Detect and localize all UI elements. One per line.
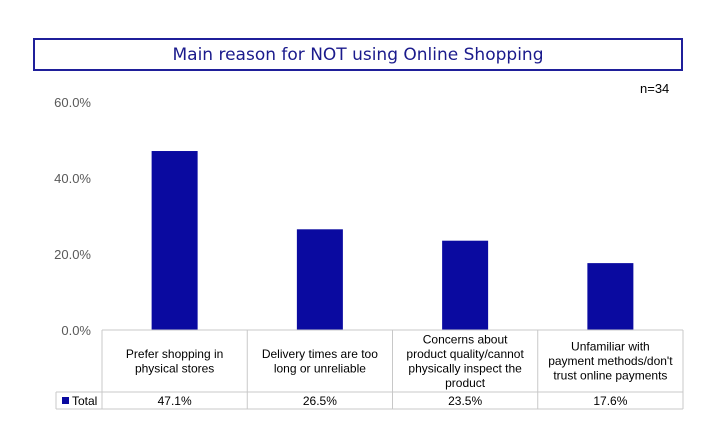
chart-title: Main reason for NOT using Online Shoppin… xyxy=(172,44,544,65)
legend-label: Total xyxy=(72,394,97,408)
category-label: Prefer shopping in physical stores xyxy=(126,347,223,376)
category-label: Concerns about product quality/cannot phys… xyxy=(406,332,524,390)
data-table-value: 23.5% xyxy=(448,394,482,408)
bar xyxy=(442,240,489,330)
data-table-value: 26.5% xyxy=(303,394,337,408)
bar xyxy=(587,263,634,330)
legend-key xyxy=(62,397,69,404)
bar xyxy=(296,229,343,330)
category-label: Delivery times are too long or unreliable xyxy=(262,347,378,376)
data-table-value: 47.1% xyxy=(158,394,192,408)
bar xyxy=(151,151,198,330)
category-label: Unfamiliar with payment methods/don't trus… xyxy=(548,340,673,383)
y-tick-label: 60.0% xyxy=(54,95,91,110)
y-tick-label: 0.0% xyxy=(61,323,91,338)
sample-size-label: n=34 xyxy=(640,81,670,96)
data-table-value: 17.6% xyxy=(593,394,627,408)
y-tick-label: 40.0% xyxy=(54,171,91,186)
y-tick-label: 20.0% xyxy=(54,247,91,262)
chart-title-box: Main reason for NOT using Online Shoppin… xyxy=(33,38,683,71)
